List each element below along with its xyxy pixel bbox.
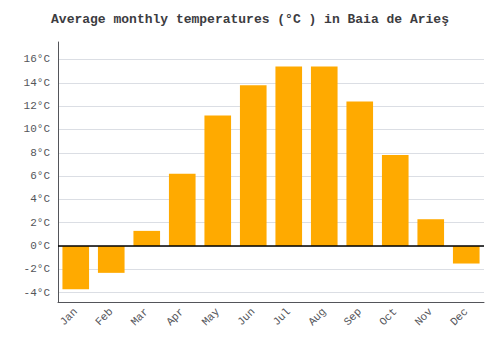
svg-text:-2°C: -2°C xyxy=(24,263,51,275)
svg-text:0°C: 0°C xyxy=(30,240,50,252)
svg-text:Oct: Oct xyxy=(377,306,399,328)
svg-text:6°C: 6°C xyxy=(30,170,50,182)
svg-text:2°C: 2°C xyxy=(30,217,50,229)
svg-text:Nov: Nov xyxy=(413,305,436,328)
svg-text:Dec: Dec xyxy=(448,306,470,328)
svg-text:Jun: Jun xyxy=(235,306,257,328)
svg-text:4°C: 4°C xyxy=(30,193,50,205)
svg-text:Jul: Jul xyxy=(271,306,293,328)
svg-text:10°C: 10°C xyxy=(24,123,51,135)
svg-text:Feb: Feb xyxy=(93,306,115,328)
svg-text:May: May xyxy=(200,305,223,328)
svg-text:8°C: 8°C xyxy=(30,147,50,159)
svg-text:-4°C: -4°C xyxy=(24,287,51,299)
svg-text:Mar: Mar xyxy=(129,306,151,328)
svg-text:12°C: 12°C xyxy=(24,100,51,112)
svg-text:16°C: 16°C xyxy=(24,53,51,65)
svg-text:Aug: Aug xyxy=(306,306,328,328)
svg-text:Apr: Apr xyxy=(164,306,186,328)
svg-text:Jan: Jan xyxy=(58,306,80,328)
svg-text:Average monthly temperatures (: Average monthly temperatures (°C ) in Ba… xyxy=(51,12,449,27)
svg-text:Sep: Sep xyxy=(342,306,364,328)
svg-text:14°C: 14°C xyxy=(24,77,51,89)
